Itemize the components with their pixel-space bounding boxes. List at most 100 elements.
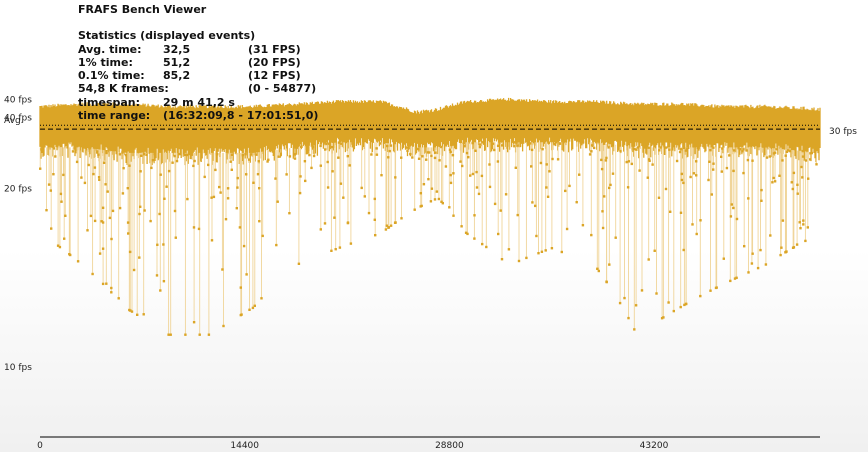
fps-spike-point (707, 178, 710, 182)
fps-spike-point (450, 143, 453, 147)
fps-spike-point (709, 289, 712, 292)
fps-spike-point (145, 153, 148, 156)
fps-spike-point (742, 148, 745, 151)
fps-spike-point (110, 291, 113, 294)
fps-spike-point (647, 146, 650, 149)
fps-spike-point (111, 209, 115, 213)
fps-spike-point (245, 173, 248, 176)
fps-spike-point (741, 150, 744, 153)
fps-spike-point (475, 170, 478, 174)
fps-spike-point (330, 145, 334, 149)
fps-spike-point (729, 279, 732, 283)
fps-spike-point (149, 219, 152, 223)
fps-spike-point (97, 176, 101, 179)
fps-spike-point (609, 183, 612, 187)
fps-spike-point (604, 159, 608, 162)
fps-spike-point (451, 154, 455, 157)
fps-spike-point (627, 160, 631, 163)
fps-spike-point (128, 164, 131, 167)
fps-spike-point (86, 229, 89, 232)
fps-spike-point (798, 221, 801, 224)
fps-spike-point (275, 243, 278, 247)
fps-spike-point (801, 149, 804, 153)
fps-spike-point (743, 245, 746, 248)
fps-spike-point (210, 196, 213, 199)
fps-spike-point (513, 145, 516, 148)
fps-spike-point (218, 185, 221, 189)
fps-spike-point (647, 258, 650, 261)
fps-spike-point (512, 141, 516, 144)
fps-spike-point (334, 248, 337, 251)
fps-spike-point (750, 262, 754, 265)
fps-spike-point (324, 148, 327, 151)
fps-spike-point (319, 144, 322, 148)
fps-spike-point (745, 149, 748, 152)
fps-spike-point (394, 176, 397, 179)
fps-spike-point (375, 153, 379, 156)
fps-spike-point (771, 181, 774, 184)
fps-spike-point (474, 149, 477, 152)
fps-spike-point (779, 253, 782, 257)
fps-spike-point (772, 176, 775, 180)
x-tick-label: 14400 (230, 441, 259, 451)
fps-spike-point (514, 166, 517, 169)
fps-spike-point (679, 211, 683, 214)
fps-spike-point (618, 144, 622, 147)
fps-spike-point (516, 213, 519, 217)
fps-spike-point (799, 227, 802, 230)
fps-spike-point (515, 141, 518, 144)
fps-spike-point (97, 153, 100, 156)
fps-spike-point (638, 169, 641, 172)
fps-spike-point (110, 237, 113, 241)
fps-spike-point (258, 187, 261, 190)
fps-spike-point (545, 186, 548, 189)
fps-spike-point (578, 173, 581, 176)
stat-value: 51,2 (163, 55, 191, 69)
fps-spike-point (375, 147, 378, 150)
fps-spike-point (104, 183, 107, 186)
stat-value: 29 m 41,2 s (163, 95, 235, 109)
stat-key: timespan: (78, 95, 141, 109)
fps-spike-point (602, 142, 606, 145)
fps-spike-point (590, 233, 593, 237)
fps-spike-point (465, 151, 469, 155)
fps-spike-point (712, 146, 715, 149)
fps-spike-point (245, 273, 248, 276)
fps-spike-point (367, 211, 371, 215)
fps-spike-point (692, 172, 696, 175)
fps-spike-point (496, 160, 500, 163)
fps-series (39, 97, 821, 336)
fps-spike-point (804, 159, 808, 162)
fps-spike-point (155, 274, 159, 277)
fps-spike-point (475, 186, 479, 189)
stat-fps: (12 FPS) (248, 69, 301, 83)
fps-spike-point (685, 302, 688, 306)
fps-spike-point (785, 150, 789, 153)
fps-spike-point (689, 175, 692, 179)
fps-spike-point (435, 190, 439, 193)
fps-spike-point (721, 147, 724, 150)
fps-spike-point (178, 152, 181, 156)
fps-spike-point (715, 286, 718, 289)
fps-spike-point (288, 212, 291, 215)
fps-spike-point (108, 216, 112, 220)
fps-spike-point (101, 247, 105, 250)
fps-spike-point (230, 168, 233, 171)
fps-spike-point (54, 155, 57, 158)
fps-spike-point (339, 182, 343, 185)
fps-spike-point (387, 226, 390, 229)
fps-spike-point (792, 171, 796, 175)
fps-spike-point (614, 236, 617, 239)
fps-spike-point (87, 163, 90, 167)
fps-spike-point (651, 163, 654, 166)
fps-spike-point (130, 310, 134, 313)
fps-spike-point (219, 191, 222, 194)
fps-spike-point (545, 163, 548, 166)
x-tick-label: 28800 (435, 441, 464, 451)
fps-spike-point (400, 217, 403, 220)
fps-spike-point (575, 201, 578, 204)
fps-spike-point (462, 141, 465, 144)
fps-spike-point (695, 232, 698, 236)
fps-spike-point (349, 242, 353, 245)
